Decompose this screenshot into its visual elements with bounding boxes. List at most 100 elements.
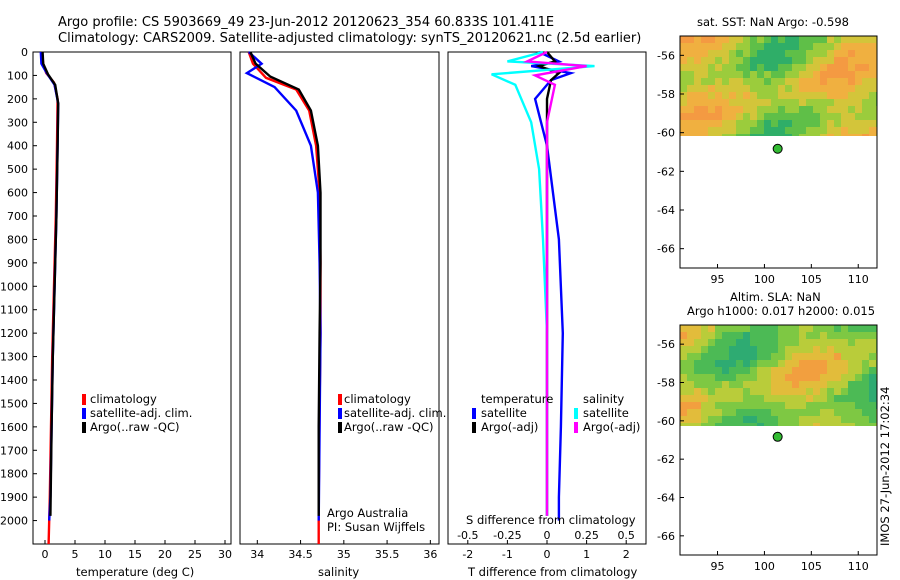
heatmap-cell (736, 409, 743, 416)
heatmap-cell (771, 423, 778, 426)
heatmap-cell (736, 395, 743, 402)
heatmap-cell (729, 78, 736, 85)
heatmap-cell (869, 134, 876, 136)
heatmap-cell (680, 332, 687, 339)
heatmap-cell (771, 388, 778, 395)
heatmap-cell (715, 395, 722, 402)
heatmap-cell (813, 85, 820, 92)
heatmap-cell (701, 71, 708, 78)
heatmap-cell (764, 106, 771, 113)
heatmap-cell (687, 402, 694, 409)
heatmap-cell (708, 99, 715, 106)
heatmap-cell (841, 423, 848, 426)
heatmap-cell (687, 346, 694, 353)
heatmap-cell (806, 92, 813, 99)
heatmap-cell (778, 134, 785, 136)
heatmap-cell (855, 416, 862, 423)
heatmap-cell (827, 395, 834, 402)
heatmap-cell (806, 360, 813, 367)
heatmap-cell (736, 374, 743, 381)
heatmap-cell (701, 106, 708, 113)
heatmap-cell (764, 36, 771, 43)
heatmap-cell (729, 64, 736, 71)
heatmap-cell (680, 50, 687, 57)
heatmap-cell (680, 92, 687, 99)
heatmap-cell (701, 78, 708, 85)
heatmap-cell (715, 85, 722, 92)
heatmap-cell (778, 395, 785, 402)
heatmap-cell (778, 57, 785, 64)
heatmap-cell (701, 57, 708, 64)
heatmap-cell (750, 381, 757, 388)
heatmap-cell (862, 339, 869, 346)
heatmap-cell (687, 332, 694, 339)
heatmap-cell (862, 92, 869, 99)
title-line-2: Climatology: CARS2009. Satellite-adjuste… (58, 31, 641, 46)
heatmap-cell (869, 127, 876, 134)
heatmap-cell (834, 134, 841, 136)
heatmap-cell (806, 381, 813, 388)
heatmap-cell (715, 381, 722, 388)
heatmap-cell (848, 332, 855, 339)
heatmap-cell (841, 85, 848, 92)
heatmap-cell (743, 57, 750, 64)
heatmap-cell (792, 423, 799, 426)
heatmap-cell (743, 388, 750, 395)
heatmap-cell (792, 85, 799, 92)
heatmap-cell (820, 43, 827, 50)
heatmap-cell (750, 416, 757, 423)
heatmap-cell (799, 395, 806, 402)
heatmap-cell (715, 64, 722, 71)
x-tick-label: 34 (250, 548, 264, 561)
s-difference-xlabel: S difference from climatology (466, 513, 636, 527)
heatmap-cell (729, 120, 736, 127)
heatmap-cell (792, 374, 799, 381)
heatmap-cell (778, 353, 785, 360)
heatmap-cell (862, 64, 869, 71)
heatmap-cell (764, 71, 771, 78)
heatmap-cell (715, 339, 722, 346)
y-tick-label: -66 (657, 243, 675, 256)
y-tick-label: 1100 (0, 304, 28, 317)
heatmap-cell (834, 50, 841, 57)
heatmap-cell (778, 409, 785, 416)
heatmap-cell (827, 43, 834, 50)
heatmap-cell (694, 388, 701, 395)
heatmap-cell (827, 353, 834, 360)
heatmap-cell (778, 374, 785, 381)
heatmap-cell (750, 374, 757, 381)
heatmap-cell (799, 50, 806, 57)
heatmap-cell (771, 353, 778, 360)
legend-label: satellite-adj. clim. (344, 406, 446, 420)
heatmap-cell (757, 120, 764, 127)
heatmap-cell (708, 113, 715, 120)
heatmap-cell (736, 113, 743, 120)
heatmap-cell (736, 346, 743, 353)
heatmap-cell (750, 134, 757, 136)
heatmap-cell (820, 332, 827, 339)
heatmap-cell (715, 409, 722, 416)
heatmap-cell (785, 64, 792, 71)
y-tick-label: 2000 (0, 515, 28, 528)
heatmap-cell (701, 416, 708, 423)
heatmap-cell (806, 43, 813, 50)
argo-float-marker (772, 143, 783, 154)
heatmap-cell (694, 332, 701, 339)
heatmap-cell (855, 388, 862, 395)
heatmap-cell (722, 92, 729, 99)
heatmap-cell (680, 127, 687, 134)
heatmap-cell (820, 367, 827, 374)
heatmap-cell (778, 113, 785, 120)
heatmap-cell (771, 64, 778, 71)
heatmap-cell (820, 99, 827, 106)
heatmap-cell (750, 106, 757, 113)
heatmap-cell (680, 113, 687, 120)
heatmap-cell (743, 381, 750, 388)
heatmap-cell (841, 339, 848, 346)
heatmap-cell (694, 409, 701, 416)
y-tick-label: 300 (7, 116, 28, 129)
heatmap-cell (869, 50, 876, 57)
heatmap-cell (694, 416, 701, 423)
heatmap-cell (848, 134, 855, 136)
heatmap-cell (729, 346, 736, 353)
